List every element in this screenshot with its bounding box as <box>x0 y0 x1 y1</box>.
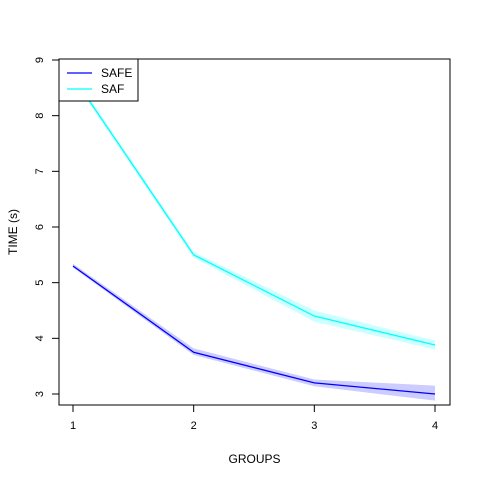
band-safe <box>73 263 435 401</box>
confidence-bands <box>73 73 435 401</box>
x-tick-label: 3 <box>311 420 317 432</box>
series-line-saf <box>72 76 436 346</box>
series-lines <box>72 76 436 395</box>
y-tick-label: 7 <box>34 168 46 174</box>
y-tick-label: 8 <box>34 113 46 119</box>
y-axis: 3 4 5 6 7 8 9 <box>34 57 60 397</box>
band-saf <box>73 73 435 350</box>
y-tick-label: 6 <box>34 224 46 230</box>
x-tick-label: 1 <box>70 420 76 432</box>
y-tick-label: 4 <box>34 335 46 341</box>
y-tick-label: 5 <box>34 280 46 286</box>
x-tick-label: 4 <box>432 420 438 432</box>
plot-frame <box>58 58 451 406</box>
x-axis-title: GROUPS <box>228 452 280 466</box>
x-tick-label: 2 <box>191 420 197 432</box>
x-axis: 1 2 3 4 <box>70 404 438 432</box>
legend-label-saf: SAF <box>101 82 124 96</box>
legend-box <box>58 58 139 102</box>
series-line-safe <box>72 265 436 395</box>
y-tick-label: 3 <box>34 391 46 397</box>
y-axis-title: TIME (s) <box>6 209 20 255</box>
y-tick-label: 9 <box>34 57 46 63</box>
legend-label-safe: SAFE <box>101 66 132 80</box>
legend: SAFE SAF <box>58 58 139 102</box>
